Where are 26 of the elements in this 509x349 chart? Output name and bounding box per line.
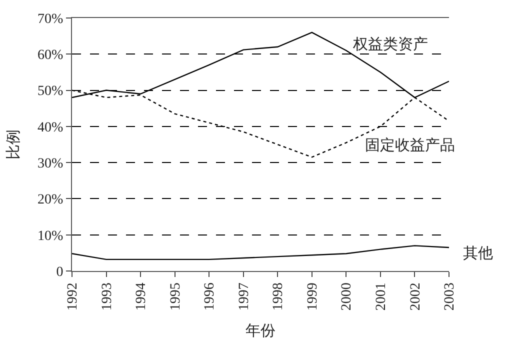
x-tick-label: 2002: [408, 282, 424, 311]
x-tick-label: 1994: [134, 282, 150, 311]
x-tick-label: 1992: [66, 282, 81, 311]
y-tick-label: 40%: [38, 120, 64, 136]
y-axis-title: 比例: [4, 130, 22, 160]
x-tick-label: 1995: [168, 282, 184, 311]
x-tick-label: 2003: [442, 282, 458, 311]
line-series: [72, 245, 449, 260]
y-tick-label: 30%: [38, 156, 64, 172]
series-label: 权益类资产: [352, 36, 428, 53]
x-tick-label: 1998: [271, 282, 286, 311]
y-tick-label: 20%: [38, 192, 64, 208]
series-label: 其他: [463, 245, 493, 262]
y-tick-label: 50%: [38, 84, 64, 100]
x-tick-label: 1996: [202, 282, 218, 311]
y-tick-label: 70%: [38, 12, 64, 27]
x-tick-label: 1999: [305, 282, 320, 311]
x-tick-label: 2001: [374, 282, 389, 311]
y-tick-label: 0: [56, 264, 64, 280]
x-axis-title: 年份: [246, 322, 276, 340]
series-label: 固定收益产品: [365, 137, 455, 154]
x-tick-label: 2000: [340, 282, 355, 311]
y-tick-label: 60%: [38, 48, 64, 64]
y-tick-label: 10%: [38, 228, 64, 244]
x-tick-label: 1993: [100, 282, 115, 311]
x-tick-label: 1997: [236, 282, 252, 311]
